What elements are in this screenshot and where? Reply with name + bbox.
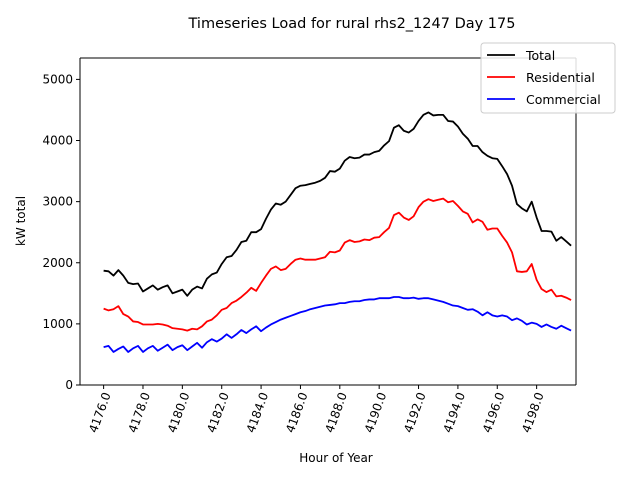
x-tick-label: 4186.0 <box>283 390 311 434</box>
x-tick-label: 4190.0 <box>362 390 390 434</box>
series-lines <box>103 111 572 353</box>
x-tick-label: 4196.0 <box>480 390 508 434</box>
x-tick-label: 4194.0 <box>440 390 468 434</box>
legend-label-total: Total <box>525 48 555 63</box>
legend: Total Residential Commercial <box>480 42 616 114</box>
x-axis-ticks: 4176.0 4178.0 4180.0 4182.0 4184.0 4186.0 4188… <box>86 385 547 435</box>
series-line-total <box>103 111 572 297</box>
x-tick-label: 4178.0 <box>126 390 154 434</box>
series-line-commercial <box>103 296 572 353</box>
series-line-residential <box>103 197 572 332</box>
y-tick-label: 5000 <box>42 72 73 86</box>
x-tick-label: 4192.0 <box>401 390 429 434</box>
y-tick-label: 1000 <box>42 317 73 331</box>
legend-label-residential: Residential <box>526 70 595 85</box>
x-tick-label: 4184.0 <box>244 390 272 434</box>
y-tick-label: 3000 <box>42 195 73 209</box>
x-tick-label: 4188.0 <box>322 390 350 434</box>
x-axis-label: Hour of Year <box>299 451 373 465</box>
y-axis-label: kW total <box>14 196 28 246</box>
x-tick-label: 4176.0 <box>86 390 114 434</box>
y-tick-label: 0 <box>65 378 73 392</box>
x-tick-label: 4182.0 <box>204 390 232 434</box>
legend-label-commercial: Commercial <box>526 92 601 107</box>
x-tick-label: 4180.0 <box>165 390 193 434</box>
x-tick-label: 4198.0 <box>519 390 547 434</box>
y-tick-label: 4000 <box>42 134 73 148</box>
y-axis-ticks: 0 1000 2000 3000 4000 5000 <box>42 72 80 392</box>
chart-title: Timeseries Load for rural rhs2_1247 Day … <box>188 16 516 32</box>
legend-box <box>480 42 616 114</box>
y-tick-label: 2000 <box>42 256 73 270</box>
